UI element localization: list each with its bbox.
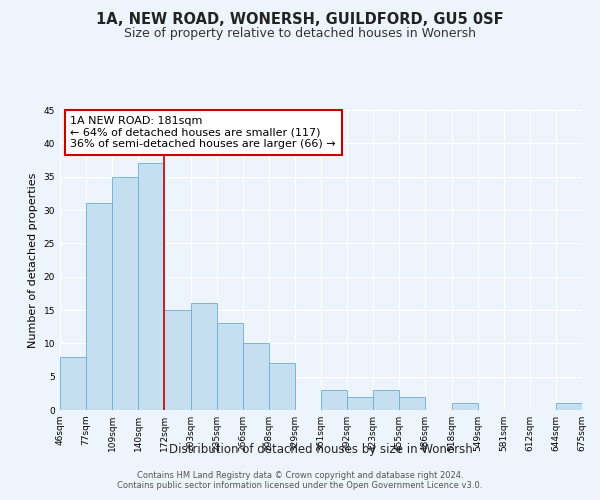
Bar [112, 176, 139, 410]
Text: 1A, NEW ROAD, WONERSH, GUILDFORD, GU5 0SF: 1A, NEW ROAD, WONERSH, GUILDFORD, GU5 0S… [96, 12, 504, 28]
Bar [556, 404, 582, 410]
Bar [243, 344, 269, 410]
Text: 1A NEW ROAD: 181sqm
← 64% of detached houses are smaller (117)
36% of semi-detac: 1A NEW ROAD: 181sqm ← 64% of detached ho… [70, 116, 336, 149]
Bar [217, 324, 243, 410]
Text: Size of property relative to detached houses in Wonersh: Size of property relative to detached ho… [124, 28, 476, 40]
Bar [191, 304, 217, 410]
Bar [164, 310, 191, 410]
Bar [400, 396, 425, 410]
Text: Contains HM Land Registry data © Crown copyright and database right 2024.
Contai: Contains HM Land Registry data © Crown c… [118, 470, 482, 490]
Bar [452, 404, 478, 410]
Bar [321, 390, 347, 410]
Text: Distribution of detached houses by size in Wonersh: Distribution of detached houses by size … [169, 442, 473, 456]
Bar [269, 364, 295, 410]
Bar [86, 204, 112, 410]
Bar [347, 396, 373, 410]
Bar [139, 164, 164, 410]
Y-axis label: Number of detached properties: Number of detached properties [28, 172, 38, 348]
Bar [60, 356, 86, 410]
Bar [373, 390, 400, 410]
